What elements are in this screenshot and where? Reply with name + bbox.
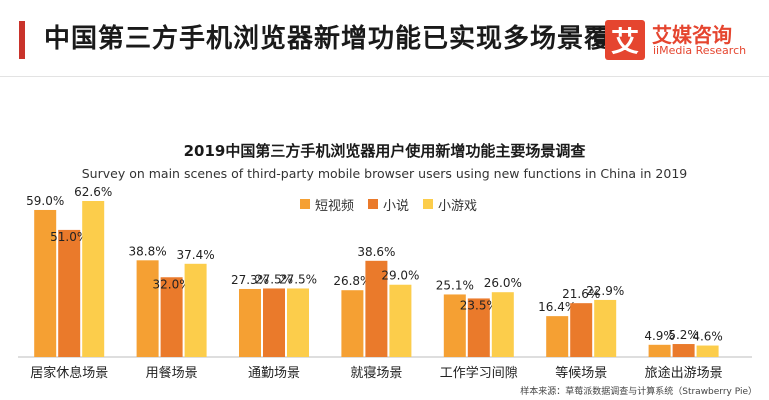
- chart-subtitle: Survey on main scenes of third-party mob…: [81, 166, 688, 181]
- page-header: 中国第三方手机浏览器新增功能已实现多场景覆盖 艾 艾媒咨询 iiMedia Re…: [0, 0, 769, 76]
- bar-short-video: [443, 294, 466, 357]
- bar-mini-game: [696, 345, 719, 357]
- bar-value-label: 16.4%: [538, 300, 576, 314]
- category-label: 就寝场景: [350, 365, 402, 381]
- legend-swatch: [300, 199, 310, 209]
- logo-text-cn: 艾媒咨询: [652, 23, 732, 47]
- bar-mini-game: [82, 201, 105, 357]
- category-label: 通勤场景: [248, 366, 300, 381]
- legend-item-mini-game: 小游戏: [423, 194, 477, 214]
- chart-legend: 短视频 小说 小游戏: [300, 194, 477, 214]
- bar-value-label: 23.5%: [460, 298, 498, 312]
- bar-value-label: 4.9%: [644, 329, 675, 343]
- bar-value-label: 25.1%: [436, 278, 474, 292]
- category-label: 用餐场景: [146, 365, 198, 381]
- category-label: 工作学习间隙: [440, 365, 518, 381]
- category-label: 居家休息场景: [30, 365, 108, 381]
- bar-novel: [58, 229, 81, 357]
- bar-value-label: 27.5%: [255, 272, 293, 286]
- bar-value-label: 5.2%: [668, 328, 699, 342]
- bar-novel: [570, 303, 593, 357]
- legend-item-short-video: 短视频: [300, 194, 354, 214]
- bar-short-video: [34, 209, 57, 357]
- chart-title: 2019中国第三方手机浏览器用户使用新增功能主要场景调查: [183, 142, 586, 160]
- bar-short-video: [239, 288, 261, 357]
- bar-value-label: 21.6%: [562, 287, 600, 301]
- bar-mini-game: [594, 299, 617, 357]
- bar-value-label: 59.0%: [26, 194, 64, 208]
- bar-novel: [467, 298, 490, 357]
- logo-mark-icon: 艾: [605, 20, 645, 60]
- bar-value-label: 32.0%: [153, 277, 191, 291]
- bar-value-label: 4.6%: [692, 330, 723, 344]
- source-note: 样本来源：草莓派数据调查与计算系统（Strawberry Pie）: [520, 387, 757, 397]
- iimedia-logo: 艾 艾媒咨询 iiMedia Research: [605, 20, 765, 62]
- legend-label: 小游戏: [438, 198, 478, 214]
- page-title: 中国第三方手机浏览器新增功能已实现多场景覆盖: [44, 24, 639, 54]
- bar-novel: [263, 288, 285, 357]
- header-divider: [0, 76, 769, 77]
- bar-short-video: [648, 344, 671, 357]
- bar-value-label: 51.0%: [50, 230, 88, 244]
- bar-value-label: 26.8%: [333, 274, 371, 288]
- bar-value-label: 22.9%: [586, 284, 624, 298]
- category-label: 旅途出游场景: [645, 365, 723, 381]
- legend-swatch: [368, 199, 379, 209]
- bar-value-label: 37.4%: [177, 248, 215, 262]
- bar-value-label: 26.0%: [484, 276, 522, 290]
- bar-short-video: [341, 290, 364, 357]
- bar-value-label: 38.8%: [129, 244, 167, 258]
- legend-swatch: [423, 199, 434, 209]
- bar-novel: [672, 344, 695, 357]
- bar-value-label: 29.0%: [381, 269, 419, 283]
- bar-mini-game: [184, 263, 207, 357]
- bar-novel: [365, 260, 388, 357]
- bar-value-label: 38.6%: [357, 245, 395, 259]
- bar-short-video: [136, 260, 159, 357]
- legend-item-novel: 小说: [368, 194, 409, 214]
- bar-mini-game: [389, 284, 412, 357]
- bar-mini-game: [491, 292, 514, 357]
- title-accent-bar: [19, 21, 25, 59]
- bar-novel: [160, 277, 183, 357]
- bar-mini-game: [287, 288, 309, 357]
- legend-label: 短视频: [315, 198, 355, 214]
- logo-text-en: iiMedia Research: [653, 44, 747, 57]
- legend-label: 小说: [383, 198, 410, 214]
- bar-value-label: 62.6%: [74, 185, 112, 199]
- bar-value-label: 27.5%: [279, 272, 317, 286]
- bar-value-label: 27.3%: [231, 273, 269, 287]
- category-label: 等候场景: [555, 365, 607, 381]
- bar-short-video: [546, 316, 569, 357]
